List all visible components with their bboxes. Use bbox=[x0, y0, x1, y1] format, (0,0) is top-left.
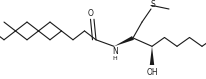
Polygon shape bbox=[150, 46, 154, 65]
Text: O: O bbox=[88, 9, 94, 18]
Text: OH: OH bbox=[146, 68, 158, 77]
Text: S: S bbox=[151, 0, 155, 9]
Polygon shape bbox=[114, 36, 134, 46]
Text: N: N bbox=[112, 47, 118, 56]
Text: H: H bbox=[113, 56, 117, 61]
